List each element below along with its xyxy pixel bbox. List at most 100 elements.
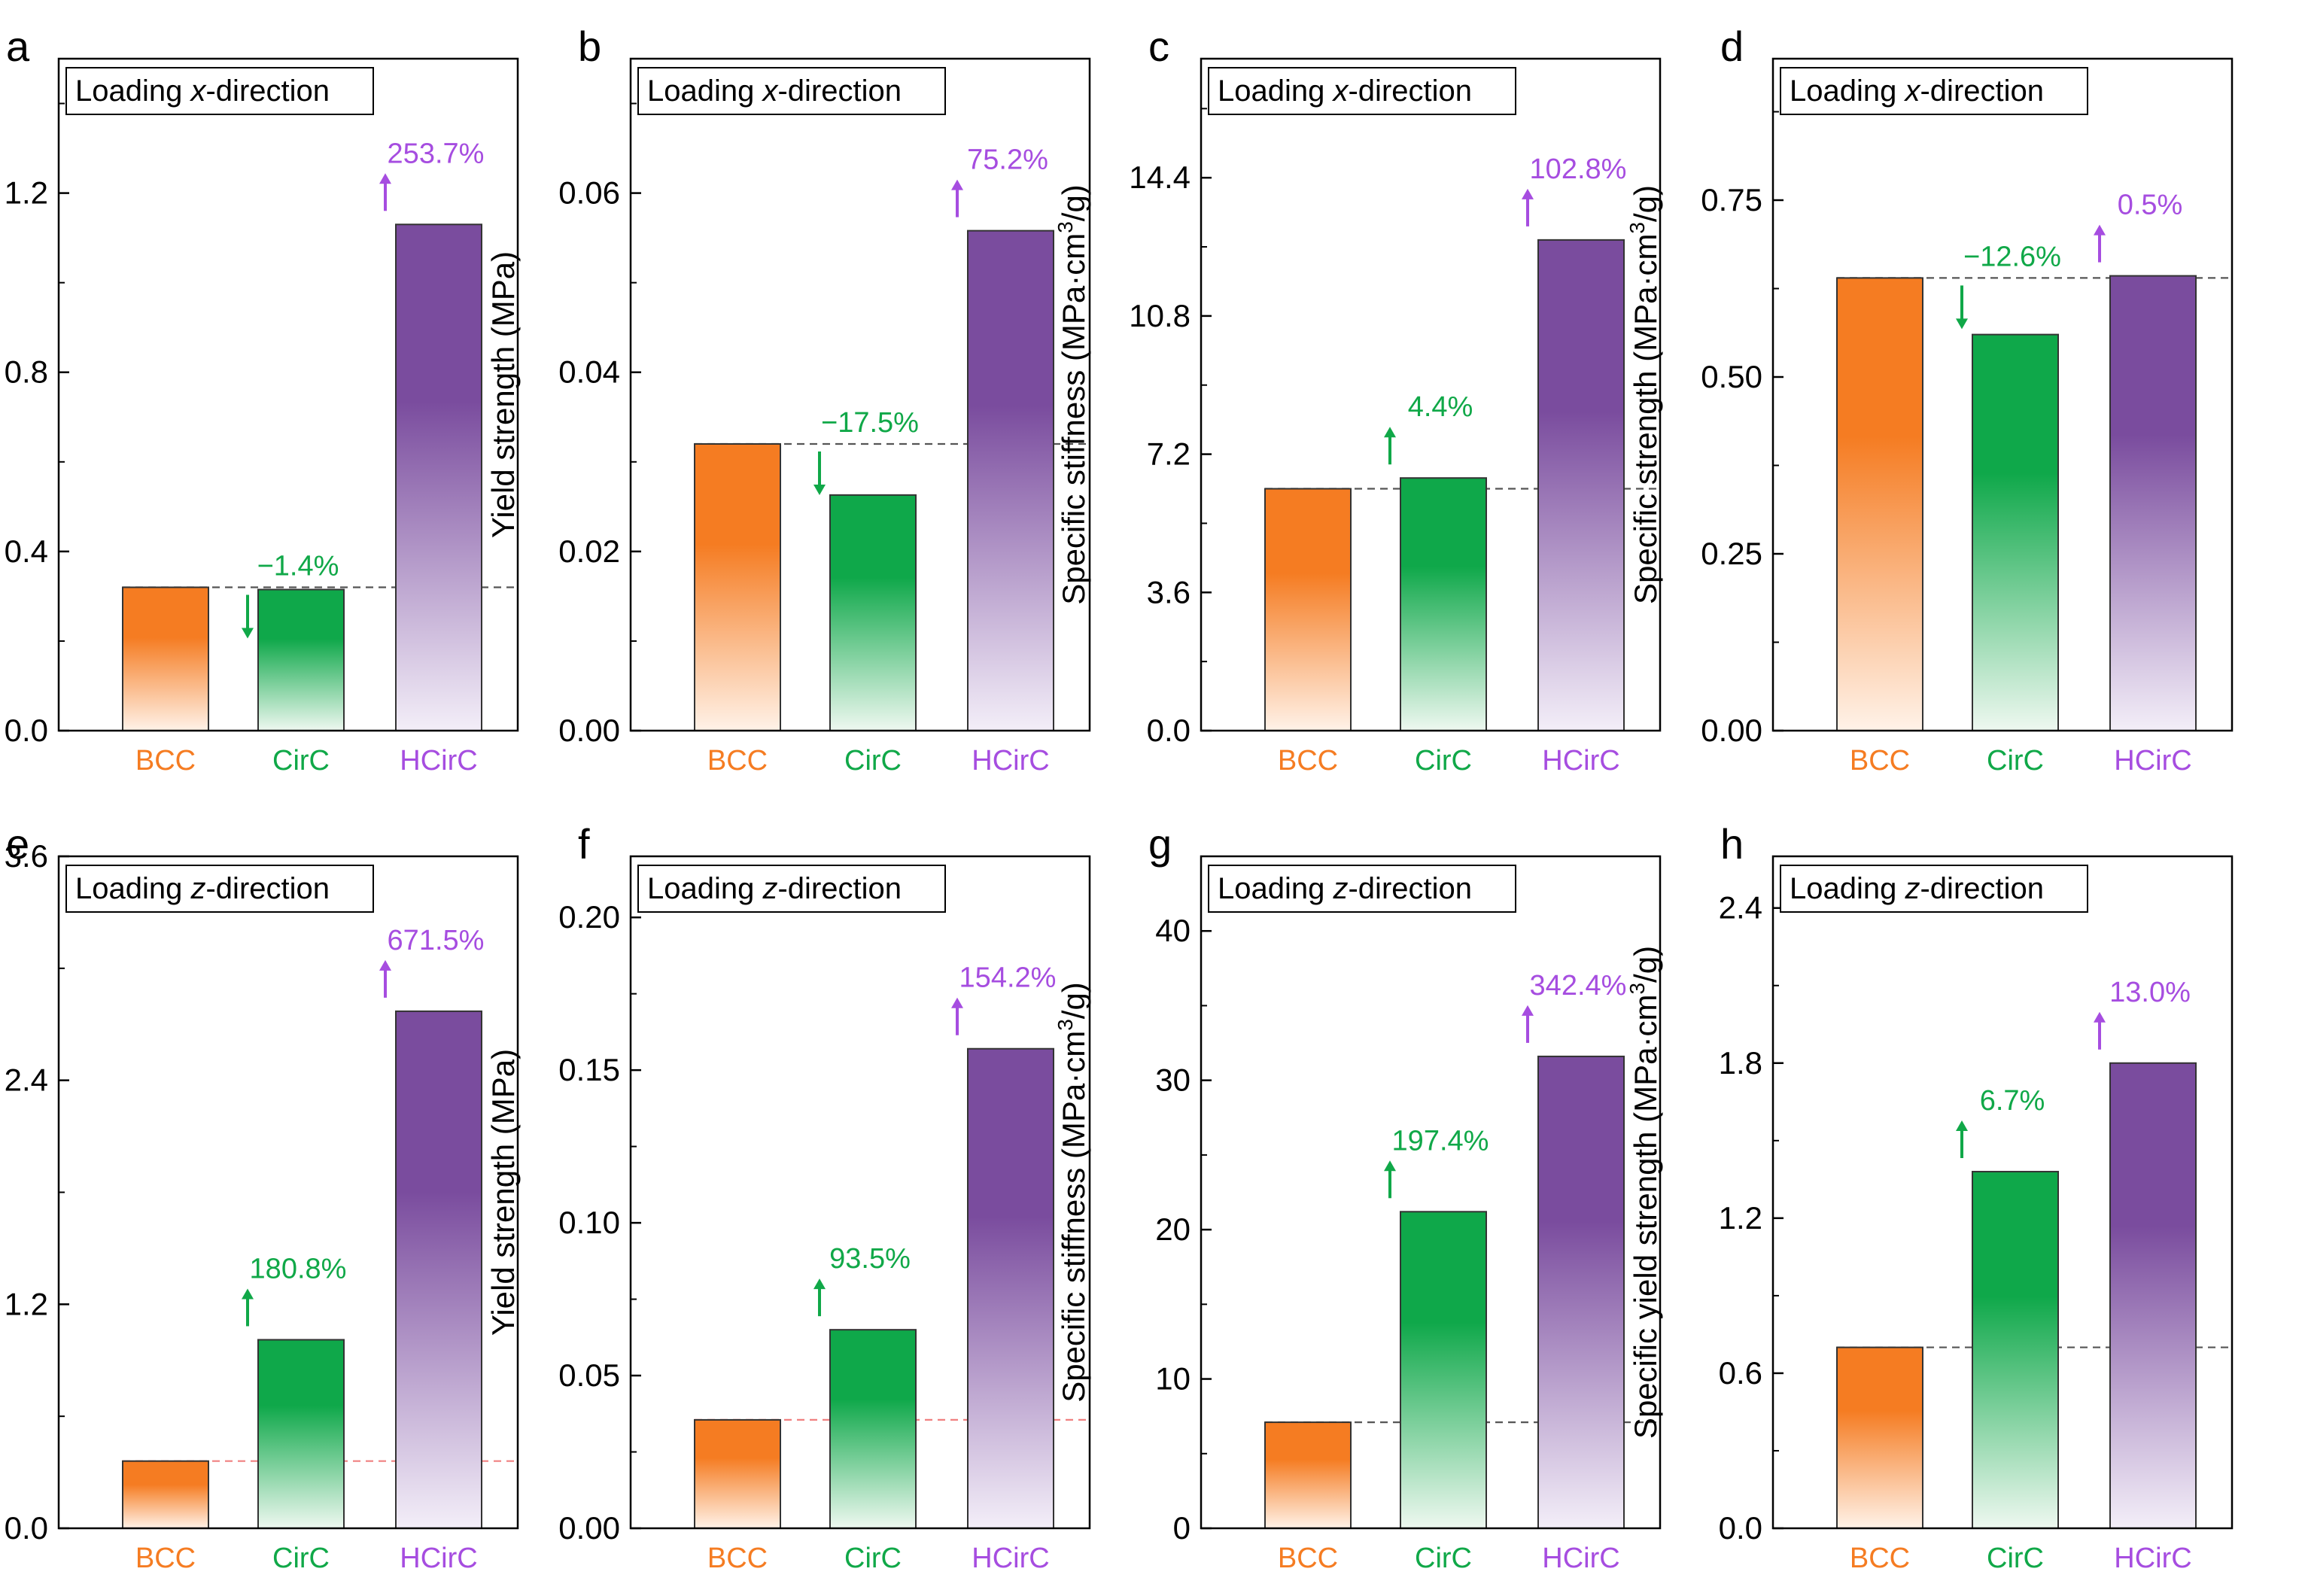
bar-circ (1400, 1211, 1487, 1529)
bar-circ (257, 1339, 345, 1529)
change-label: 4.4% (1408, 391, 1473, 423)
y-tick-label: 0.06 (558, 175, 620, 211)
y-axis-label: Yield strength (MPa) (485, 1049, 521, 1336)
arrow-down-icon (242, 628, 254, 639)
arrow-up-icon (1522, 188, 1534, 199)
bar-circ (257, 588, 345, 731)
panel-letter: c (1148, 23, 1169, 70)
y-tick-label: 0.00 (558, 1510, 620, 1546)
bar-hcirc (967, 230, 1054, 732)
loading-direction-box (1780, 865, 2088, 913)
y-tick-label: 0.02 (558, 534, 620, 569)
panel-g: g Specific stiffness (MPa·cm3/g) 0 10 20 30 40… (1054, 820, 1662, 1574)
y-tick-label: 0 (1173, 1510, 1191, 1546)
panel-letter: d (1720, 23, 1744, 70)
arrow-up-icon (379, 173, 391, 184)
category-label: CirC (272, 745, 330, 777)
change-label: 75.2% (967, 144, 1048, 176)
panel-h: h Specific yield strength (MPa·cm3/g) 0.0 0… (1625, 820, 2234, 1574)
y-tick-label: 0.25 (1701, 536, 1762, 571)
bar-bcc (122, 1460, 209, 1529)
y-tick-label: 0.0 (1147, 713, 1191, 748)
change-label: 197.4% (1392, 1125, 1489, 1157)
panel-b: b Yield strength (MPa) 0.00 0.02 0.04 0.06 BCC… (485, 23, 1091, 777)
bar-circ (829, 1329, 917, 1529)
loading-direction-box (65, 865, 374, 913)
panel-letter: g (1148, 820, 1172, 868)
category-label: BCC (707, 1543, 768, 1574)
plot-frame (57, 57, 519, 732)
y-tick-label: 0.8 (5, 354, 48, 390)
bar-hcirc (967, 1047, 1054, 1530)
change-label: 6.7% (1980, 1085, 2045, 1117)
loading-direction-label: Loading x-direction (75, 74, 330, 108)
category-label: CirC (272, 1543, 330, 1574)
y-tick-label: 0.04 (558, 354, 620, 390)
arrow-down-icon (813, 484, 826, 495)
y-tick-label: 10.8 (1129, 298, 1191, 333)
category-label: HCirC (2114, 745, 2191, 777)
loading-direction-box (65, 67, 374, 115)
y-tick-label: 0.50 (1701, 359, 1762, 394)
category-label: BCC (135, 745, 196, 777)
plot-frame (1771, 57, 2234, 732)
loading-direction-box (637, 865, 946, 913)
y-tick-label: 0.20 (558, 899, 620, 935)
bar-bcc (1264, 488, 1352, 732)
bar-hcirc (395, 223, 482, 732)
y-tick-label: 0.00 (558, 713, 620, 748)
category-label: HCirC (2114, 1543, 2191, 1574)
y-tick-label: 0.4 (5, 534, 48, 569)
arrow-up-icon (1384, 1160, 1396, 1172)
category-label: CirC (1415, 745, 1472, 777)
panel-letter: a (6, 23, 30, 70)
y-tick-label: 0.10 (558, 1205, 620, 1240)
y-tick-label: 1.2 (5, 1286, 48, 1321)
change-label: −17.5% (821, 407, 919, 439)
arrow-up-icon (951, 997, 963, 1008)
y-tick-label: 0.00 (1701, 713, 1762, 748)
bar-bcc (694, 442, 781, 732)
y-tick-label: 0.05 (558, 1357, 620, 1393)
plot-frame (1200, 855, 1662, 1530)
y-axis-label: Specific strength (MPa·cm3/g) (1625, 185, 1663, 604)
panel-letter: b (578, 23, 601, 70)
category-label: CirC (844, 1543, 902, 1574)
plot-frame (629, 855, 1091, 1530)
loading-direction-label: Loading x-direction (1790, 74, 2044, 108)
loading-direction-label: Loading z-direction (1790, 872, 2044, 905)
plot-frame (1771, 855, 2234, 1530)
bar-bcc (1836, 1346, 1923, 1529)
arrow-up-icon (242, 1288, 254, 1300)
arrow-up-icon (1956, 1120, 1968, 1132)
panel-letter: e (6, 820, 29, 868)
plot-frame (629, 57, 1091, 732)
loading-direction-box (1208, 67, 1516, 115)
arrow-up-icon (2094, 1011, 2106, 1023)
change-label: −1.4% (257, 550, 339, 582)
loading-direction-label: Loading z-direction (75, 872, 330, 905)
y-tick-label: 7.2 (1147, 436, 1191, 472)
category-label: HCirC (400, 1543, 477, 1574)
loading-direction-label: Loading z-direction (1218, 872, 1472, 905)
bar-bcc (694, 1418, 781, 1529)
loading-direction-label: Loading z-direction (647, 872, 902, 905)
y-tick-label: 0.0 (5, 713, 48, 748)
y-tick-label: 3.6 (5, 838, 48, 874)
change-label: 253.7% (388, 138, 485, 169)
change-label: 93.5% (829, 1243, 911, 1275)
category-label: HCirC (1542, 1543, 1619, 1574)
category-label: BCC (1278, 1543, 1338, 1574)
panel-letter: h (1720, 820, 1744, 868)
panel-letter: f (578, 820, 590, 868)
y-tick-label: 10 (1155, 1361, 1191, 1397)
y-tick-label: 2.4 (1719, 890, 1762, 926)
arrow-up-icon (379, 959, 391, 971)
y-tick-label: 3.6 (1147, 574, 1191, 610)
bar-circ (1972, 1171, 2059, 1529)
y-tick-label: 1.8 (1719, 1045, 1762, 1081)
y-tick-label: 0.6 (1719, 1355, 1762, 1391)
category-label: HCirC (400, 745, 477, 777)
arrow-up-icon (1384, 427, 1396, 438)
